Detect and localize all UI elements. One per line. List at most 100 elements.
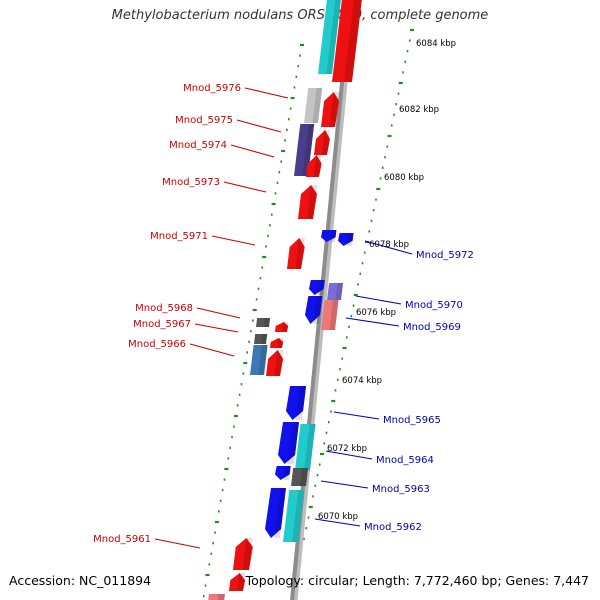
gene-feature <box>270 338 284 348</box>
gene-label-left: Mnod_5971 <box>150 231 208 242</box>
gene-label-right: Mnod_5964 <box>376 455 434 466</box>
gene-feature <box>314 130 330 155</box>
scale-label: 6078 kbp <box>369 240 409 250</box>
map-title: Methylobacterium nodulans ORS 2060, comp… <box>111 8 489 23</box>
gene-feature <box>254 334 268 344</box>
gene-shade <box>277 338 284 348</box>
gene-feature <box>278 422 300 464</box>
gene-shade <box>237 573 246 591</box>
gene-feature <box>332 0 362 82</box>
leader-line-left <box>244 87 289 99</box>
outer-tick-ring <box>291 28 414 593</box>
gene-shade <box>283 466 291 480</box>
gene-shade <box>263 318 271 327</box>
gene-shade <box>312 88 323 123</box>
gene-shade <box>258 345 268 375</box>
gene-shade <box>304 424 316 470</box>
gene-shade <box>326 0 341 74</box>
leader-line-left <box>211 235 256 246</box>
accession-text: Accession: NC_011894 <box>9 573 152 588</box>
gene-shade <box>307 185 318 219</box>
gene-feature <box>265 488 286 538</box>
gene-feature <box>304 88 323 123</box>
gene-feature <box>266 350 284 376</box>
gene-shade <box>313 296 323 324</box>
gene-feature <box>275 322 289 332</box>
gene-shade <box>282 322 289 332</box>
gene-label-left: Mnod_5966 <box>128 339 186 350</box>
gene-label-right: Mnod_5969 <box>403 322 461 333</box>
leader-line-left <box>230 144 275 158</box>
gene-label-right: Mnod_5965 <box>383 415 441 426</box>
leader-line-left <box>196 307 241 319</box>
inner-tick-ring <box>202 43 304 598</box>
gene-feature <box>327 283 344 300</box>
gene-feature <box>287 238 305 269</box>
gene-shade <box>300 468 309 486</box>
gene-feature <box>321 300 339 330</box>
scale-label: 6074 kbp <box>342 376 382 386</box>
scale-label: 6076 kbp <box>356 308 396 318</box>
gene-label-right: Mnod_5970 <box>405 300 463 311</box>
scale-label: 6072 kbp <box>327 444 367 454</box>
gene-feature <box>291 468 309 486</box>
label-leader-lines <box>154 87 413 549</box>
gene-feature <box>295 424 316 470</box>
gene-label-right: Mnod_5963 <box>372 484 430 495</box>
gene-label-left: Mnod_5961 <box>93 534 151 545</box>
genome-summary-text: Topology: circular; Length: 7,772,460 bp… <box>245 573 589 588</box>
gene-shade <box>317 280 325 295</box>
gene-shade <box>217 594 225 600</box>
gene-feature <box>233 538 253 570</box>
gene-features <box>208 0 362 600</box>
gene-shade <box>302 124 315 176</box>
scale-label: 6080 kbp <box>384 173 424 183</box>
gene-feature <box>275 466 291 480</box>
gene-feature <box>306 155 322 177</box>
gene-shade <box>335 283 344 300</box>
gene-shade <box>261 334 268 344</box>
gene-feature <box>298 185 318 219</box>
gene-feature <box>256 318 271 327</box>
leader-line-left <box>189 343 235 357</box>
leader-line-right <box>325 450 373 460</box>
gene-feature <box>208 594 225 600</box>
gene-shade <box>321 130 330 155</box>
gene-shade <box>329 92 340 127</box>
gene-shade <box>292 490 305 542</box>
gene-shade <box>242 538 253 570</box>
leader-line-right <box>320 480 369 489</box>
leader-line-right <box>364 240 413 255</box>
gene-shade <box>346 233 354 246</box>
leader-line-left <box>236 119 282 133</box>
gene-feature <box>250 345 268 375</box>
gene-feature <box>283 490 305 542</box>
gene-label-right: Mnod_5962 <box>364 522 422 533</box>
gene-label-left: Mnod_5973 <box>162 177 220 188</box>
gene-shade <box>329 230 337 242</box>
gene-feature <box>321 92 340 127</box>
gene-label-left: Mnod_5975 <box>175 115 233 126</box>
leader-line-right <box>355 295 402 305</box>
gene-feature <box>286 386 307 420</box>
gene-label-left: Mnod_5968 <box>135 303 193 314</box>
gene-shade <box>274 350 284 376</box>
leader-line-left <box>154 538 201 549</box>
gene-feature <box>229 573 246 591</box>
leader-line-right <box>345 317 400 327</box>
gene-label-left: Mnod_5974 <box>169 140 227 151</box>
gene-shade <box>274 488 286 538</box>
gene-shade <box>295 386 307 420</box>
leader-line-left <box>194 323 239 333</box>
gene-label-left: Mnod_5976 <box>183 83 241 94</box>
gene-feature <box>309 280 325 295</box>
gene-shade <box>313 155 322 177</box>
gene-shade <box>329 300 339 330</box>
leader-line-right <box>333 411 380 420</box>
leader-line-right <box>314 518 361 527</box>
gene-feature <box>305 296 323 324</box>
tick-marks <box>202 28 414 598</box>
leader-line-left <box>223 181 267 193</box>
gene-shade <box>287 422 300 464</box>
